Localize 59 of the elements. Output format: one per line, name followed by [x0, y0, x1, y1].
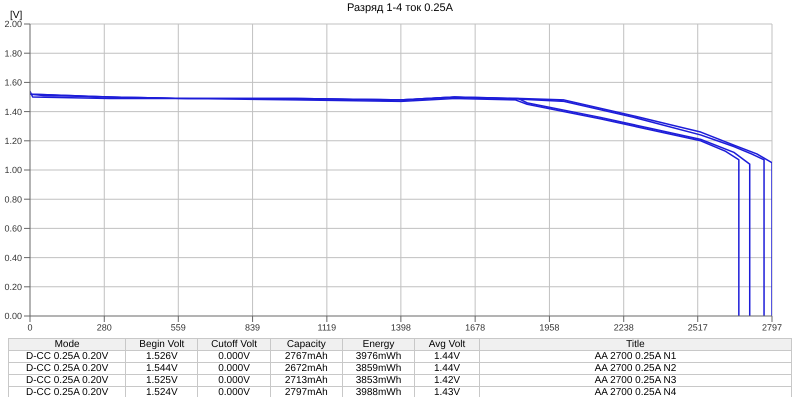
text: 0.000V: [198, 386, 270, 397]
y-tick-label: 0.60: [4, 224, 22, 234]
text: 3988mWh: [342, 386, 415, 397]
text: 2672mAh: [270, 362, 342, 374]
text: AA 2700 0.25A N3: [479, 374, 792, 386]
x-tick-label: 1678: [465, 322, 486, 332]
x-tick-label: 0: [27, 322, 33, 332]
text: 1.525V: [126, 374, 198, 386]
text: 2713mAh: [270, 374, 342, 386]
text: Capacity: [270, 338, 342, 350]
text: 1.43V: [414, 386, 480, 397]
text: Begin Volt: [126, 338, 198, 350]
y-axis-title: [V]: [10, 10, 22, 21]
y-tick-label: 1.80: [4, 48, 22, 58]
text: Title: [479, 338, 792, 350]
text: AA 2700 0.25A N1: [479, 350, 792, 362]
text: 1.544V: [126, 362, 198, 374]
y-tick-label: 1.40: [4, 106, 22, 117]
text: AA 2700 0.25A N2: [479, 362, 792, 374]
x-tick-label: 1398: [390, 322, 411, 332]
text: 0.000V: [198, 362, 270, 374]
x-tick-label: 559: [170, 322, 186, 332]
y-tick-label: 0.00: [4, 311, 22, 322]
y-tick-label: 1.20: [4, 136, 22, 146]
text: D-CC 0.25A 0.20V: [8, 374, 126, 386]
x-tick-label: 280: [96, 322, 112, 332]
text: 3859mWh: [342, 362, 415, 374]
y-tick-label: 0.40: [4, 252, 22, 263]
y-tick-label: 0.80: [4, 194, 22, 204]
text: 1.44V: [414, 350, 480, 362]
text: 2797mAh: [270, 386, 342, 397]
chart-title: Разряд 1-4 ток 0.25A: [346, 2, 454, 14]
text: D-CC 0.25A 0.20V: [8, 350, 126, 362]
text: AA 2700 0.25A N4: [479, 386, 792, 397]
text: 3853mWh: [342, 374, 415, 386]
text: 3976mWh: [342, 350, 415, 362]
text: Avg Volt: [414, 338, 480, 350]
text: 0.000V: [198, 374, 270, 386]
text: 1.526V: [126, 350, 198, 362]
y-tick-label: 1.00: [4, 165, 22, 176]
x-tick-label: 2797: [762, 322, 782, 332]
text: 1.524V: [126, 386, 198, 397]
text: D-CC 0.25A 0.20V: [8, 362, 126, 374]
x-tick-label: 839: [245, 322, 260, 332]
text: D-CC 0.25A 0.20V: [8, 386, 126, 397]
x-tick-label: 1119: [318, 322, 336, 332]
text: 2767mAh: [270, 350, 342, 362]
y-tick-label: 1.60: [4, 78, 22, 88]
text: Energy: [342, 338, 415, 350]
y-tick-label: 2.00: [4, 19, 22, 30]
text: 1.42V: [414, 374, 480, 386]
x-tick-label: 2517: [688, 322, 708, 332]
text: Mode: [8, 338, 126, 350]
y-tick-label: 0.20: [4, 282, 22, 292]
text: Cutoff Volt: [198, 338, 270, 350]
x-tick-label: 2238: [614, 322, 634, 332]
text: 1.44V: [414, 362, 480, 374]
x-tick-label: 1958: [539, 322, 560, 332]
text: 0.000V: [198, 350, 270, 362]
